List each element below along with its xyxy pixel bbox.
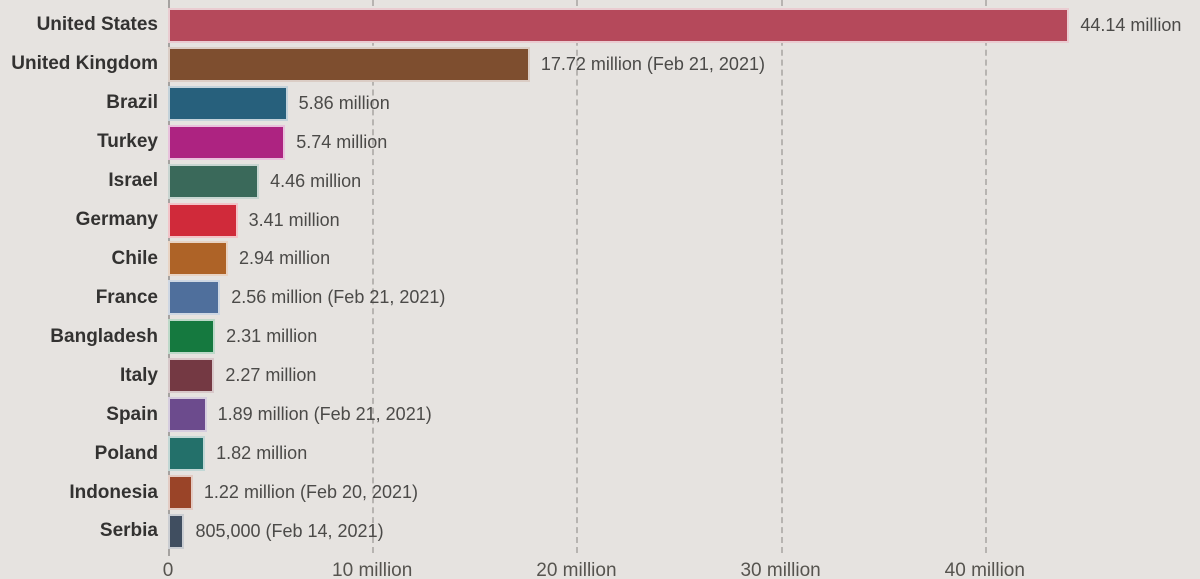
value-label: 44.14 million	[1080, 14, 1182, 35]
country-label: Italy	[119, 364, 158, 386]
bar-united-states	[168, 7, 1070, 43]
gridline-20-million	[576, 0, 579, 553]
bar-brazil	[168, 85, 288, 121]
bar-rows-container: United States 44.14 million United Kingdom…	[0, 6, 1200, 551]
bar-row-france: France 2.56 million (Feb 21, 2021)	[0, 278, 1200, 317]
x-tick-label-0: 0	[162, 560, 174, 579]
gridline-40-million	[984, 0, 987, 553]
bar-row-turkey: Turkey 5.74 million	[0, 123, 1200, 162]
bar-chile	[168, 241, 229, 277]
country-label: Israel	[108, 170, 158, 192]
bar-france	[168, 280, 221, 316]
bar-israel	[168, 163, 260, 199]
bar-row-israel: Israel 4.46 million	[0, 162, 1200, 201]
bar-row-italy: Italy 2.27 million	[0, 356, 1200, 395]
country-label: Indonesia	[69, 481, 158, 503]
bar-turkey	[168, 124, 286, 160]
country-label: United Kingdom	[11, 53, 158, 75]
bar-row-indonesia: Indonesia 1.22 million (Feb 20, 2021)	[0, 473, 1200, 512]
bar-united-kingdom	[168, 46, 530, 82]
bar-poland	[168, 436, 206, 472]
gridline-30-million	[780, 0, 783, 553]
bar-bangladesh	[168, 319, 216, 355]
bar-row-serbia: Serbia 805,000 (Feb 14, 2021)	[0, 512, 1200, 551]
country-label: Turkey	[97, 131, 158, 153]
bar-indonesia	[168, 475, 193, 511]
value-label: 5.86 million	[298, 92, 390, 113]
value-label: 17.72 million (Feb 21, 2021)	[540, 53, 765, 74]
bar-row-chile: Chile 2.94 million	[0, 240, 1200, 279]
bar-row-united-states: United States 44.14 million	[0, 6, 1200, 45]
country-label: France	[95, 286, 158, 308]
value-label: 2.94 million	[239, 248, 331, 269]
country-label: Poland	[94, 442, 158, 464]
bar-row-brazil: Brazil 5.86 million	[0, 84, 1200, 123]
value-label: 5.74 million	[296, 131, 388, 152]
bar-serbia	[168, 513, 185, 549]
country-label: Bangladesh	[50, 325, 158, 347]
bar-germany	[168, 202, 238, 238]
bar-row-poland: Poland 1.82 million	[0, 434, 1200, 473]
value-label: 1.22 million (Feb 20, 2021)	[203, 482, 419, 503]
bar-row-united-kingdom: United Kingdom 17.72 million (Feb 21, 202…	[0, 45, 1200, 84]
gridline-10-million	[372, 0, 375, 553]
value-label: 1.82 million	[216, 443, 308, 464]
country-label: United States	[36, 14, 158, 36]
country-label: Brazil	[106, 92, 158, 114]
y-axis-line	[168, 0, 170, 556]
x-tick-label-40-million: 40 million	[944, 560, 1025, 579]
value-label: 4.46 million	[270, 170, 362, 191]
bar-row-germany: Germany 3.41 million	[0, 201, 1200, 240]
x-tick-label-10-million: 10 million	[332, 560, 413, 579]
value-label: 1.89 million (Feb 21, 2021)	[217, 404, 432, 425]
country-label: Spain	[106, 403, 158, 425]
bar-row-spain: Spain 1.89 million (Feb 21, 2021)	[0, 395, 1200, 434]
value-label: 805,000 (Feb 14, 2021)	[195, 520, 384, 541]
country-label: Germany	[75, 209, 158, 231]
value-label: 3.41 million	[248, 209, 340, 230]
bar-spain	[168, 397, 207, 433]
value-label: 2.56 million (Feb 21, 2021)	[231, 287, 446, 308]
bar-italy	[168, 358, 215, 394]
value-label: 2.31 million	[226, 326, 318, 347]
x-tick-label-20-million: 20 million	[536, 560, 617, 579]
value-label: 2.27 million	[225, 365, 317, 386]
country-label: Chile	[111, 247, 158, 269]
bar-row-bangladesh: Bangladesh 2.31 million	[0, 317, 1200, 356]
country-label: Serbia	[99, 520, 158, 542]
x-tick-label-30-million: 30 million	[740, 560, 821, 579]
